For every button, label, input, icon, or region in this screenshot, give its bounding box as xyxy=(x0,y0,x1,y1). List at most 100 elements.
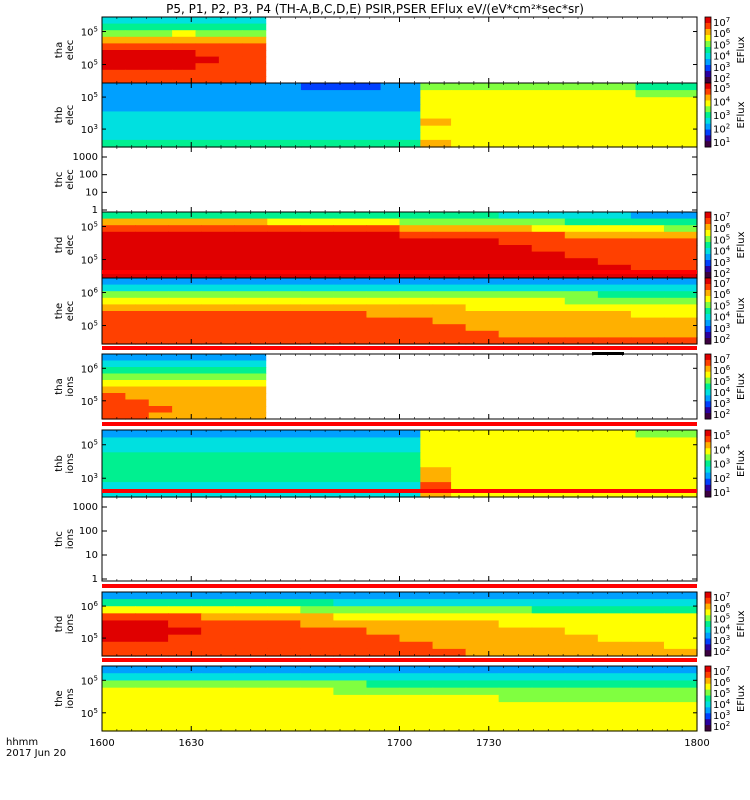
heatmap-cell xyxy=(663,592,698,600)
heatmap-cell xyxy=(564,291,599,299)
heatmap-cell xyxy=(172,63,197,71)
heatmap-cell xyxy=(333,666,368,674)
heatmap-cell xyxy=(399,694,434,703)
heatmap-cell xyxy=(564,231,599,239)
colorbar-tick-label: 103 xyxy=(713,109,730,122)
heatmap-cell xyxy=(135,613,169,622)
heatmap-cell xyxy=(663,673,698,682)
y-tick-label: 103 xyxy=(81,472,98,485)
heatmap-cell xyxy=(420,474,452,483)
heatmap-cell xyxy=(597,648,632,657)
heatmap-cell xyxy=(201,238,235,246)
heatmap-cell xyxy=(498,278,533,286)
heatmap-cell xyxy=(267,271,301,279)
heatmap-cell xyxy=(135,311,169,319)
heatmap-cell xyxy=(380,104,421,113)
heatmap-cell xyxy=(465,317,500,325)
colorbar-tick-label: 107 xyxy=(713,591,730,604)
heatmap-cell xyxy=(399,702,434,710)
heatmap-cell xyxy=(340,104,382,113)
heatmap-cell xyxy=(201,666,235,674)
heatmap-cell xyxy=(261,489,302,498)
heatmap-cell xyxy=(221,452,262,461)
heatmap-cell xyxy=(172,17,197,25)
heatmap-cell xyxy=(574,97,606,105)
heatmap-cell xyxy=(141,125,183,134)
heatmap-cell xyxy=(102,666,136,674)
heatmap-cell xyxy=(135,218,169,226)
heatmap-cell xyxy=(574,474,606,483)
heatmap-cell xyxy=(366,291,401,299)
heatmap-cell xyxy=(543,459,575,468)
heatmap-cell xyxy=(604,111,637,120)
heatmap-cell xyxy=(300,218,334,226)
heatmap-cell xyxy=(148,380,173,388)
heatmap-cell xyxy=(512,482,544,491)
heatmap-cell xyxy=(543,132,575,141)
heatmap-cell xyxy=(242,50,267,58)
heatmap-cell xyxy=(531,278,566,286)
heatmap-cell xyxy=(597,723,632,732)
heatmap-cell xyxy=(333,723,368,732)
colorbar-segment xyxy=(705,478,711,486)
heatmap-cell xyxy=(432,627,467,636)
heatmap-cell xyxy=(465,613,500,622)
heatmap-cell xyxy=(564,716,599,725)
heatmap-cell xyxy=(172,373,197,381)
colorbar-segment xyxy=(705,278,711,285)
heatmap-cell xyxy=(531,297,566,305)
colorbar-segment xyxy=(705,100,711,107)
heatmap-cell xyxy=(102,380,126,388)
colorbar-tick-label: 104 xyxy=(713,96,731,109)
heatmap-cell xyxy=(465,709,500,718)
heatmap-cell xyxy=(168,218,202,226)
heatmap-cell xyxy=(168,225,202,233)
heatmap-cell xyxy=(172,412,197,420)
heatmap-cell xyxy=(300,104,342,113)
heatmap-cell xyxy=(333,245,368,253)
colorbar-segment xyxy=(705,383,711,390)
colorbar-tick-label: 105 xyxy=(713,429,730,442)
heatmap-cell xyxy=(630,330,665,338)
heatmap-cell xyxy=(399,311,434,319)
panel-label-thd-ions: thdions xyxy=(54,614,76,634)
colorbar-tick-label: 104 xyxy=(713,50,731,63)
colorbar-segment xyxy=(705,266,711,273)
heatmap-cell xyxy=(333,218,368,226)
heatmap-cell xyxy=(498,304,533,312)
heatmap-cell xyxy=(135,251,169,259)
heatmap-cell xyxy=(242,399,267,407)
heatmap-cell xyxy=(300,641,334,650)
colorbar-title: EFlux xyxy=(736,101,747,128)
heatmap-cell xyxy=(451,97,483,105)
heatmap-cell xyxy=(102,474,143,483)
heatmap-cell xyxy=(512,139,544,148)
heatmap-cell xyxy=(172,23,197,31)
heatmap-cell xyxy=(366,599,401,607)
heatmap-cell xyxy=(399,317,434,325)
colorbar-segment xyxy=(705,615,711,622)
colorbar-title: EFlux xyxy=(736,373,747,400)
heatmap-cell xyxy=(148,360,173,368)
heatmap-cell xyxy=(630,212,665,220)
heatmap-cell xyxy=(168,245,202,253)
heatmap-cell xyxy=(234,291,268,299)
heatmap-cell xyxy=(465,245,500,253)
heatmap-cell xyxy=(172,30,197,38)
heatmap-cell xyxy=(135,606,169,614)
colorbar-segment xyxy=(705,71,711,78)
heatmap-cell xyxy=(148,23,173,31)
heatmap-cell xyxy=(498,297,533,305)
colorbar-segment xyxy=(705,395,711,402)
heatmap-cell xyxy=(399,291,434,299)
heatmap-cell xyxy=(597,330,632,338)
colorbar-segment xyxy=(705,17,711,24)
heatmap-cell xyxy=(663,627,698,636)
panel-label-the-ions: theions xyxy=(54,688,76,708)
heatmap-cell xyxy=(135,709,169,718)
heatmap-cell xyxy=(135,317,169,325)
heatmap-cell xyxy=(366,648,401,657)
heatmap-cell xyxy=(481,111,514,120)
panel-label-thd-elec: thdelec xyxy=(54,235,76,256)
date-label: 2017 Jun 20 xyxy=(6,748,67,759)
